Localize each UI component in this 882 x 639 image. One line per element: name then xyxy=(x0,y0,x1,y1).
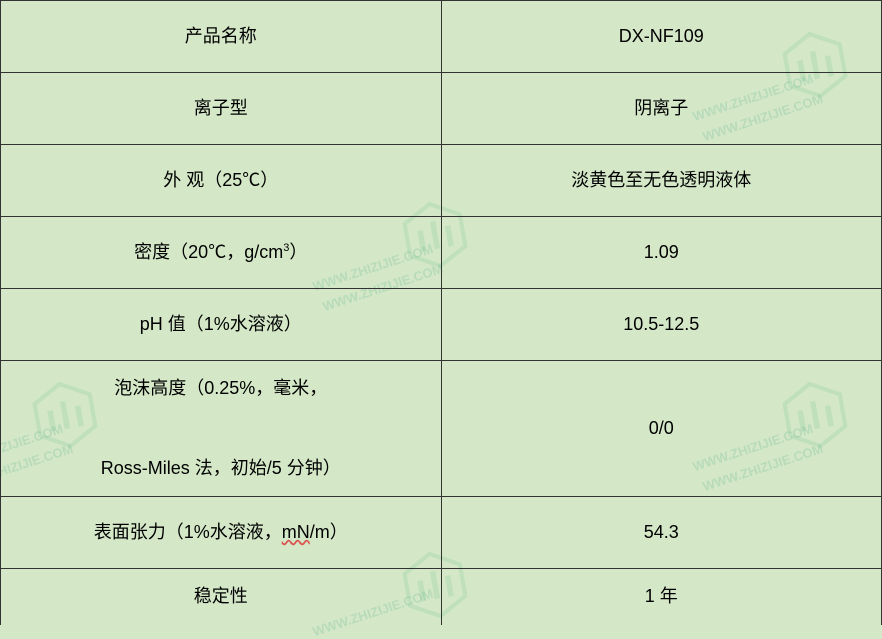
property-value: 54.3 xyxy=(441,497,882,569)
table-row: 密度（20℃，g/cm3）1.09 xyxy=(1,217,882,289)
property-label: 密度（20℃，g/cm3） xyxy=(1,217,442,289)
spec-table: 产品名称DX-NF109离子型阴离子外 观（25℃）淡黄色至无色透明液体密度（2… xyxy=(0,0,882,625)
property-label: pH 值（1%水溶液） xyxy=(1,289,442,361)
property-label: 表面张力（1%水溶液，mN/m） xyxy=(1,497,442,569)
property-value: 0/0 xyxy=(441,361,882,497)
spec-table-body: 产品名称DX-NF109离子型阴离子外 观（25℃）淡黄色至无色透明液体密度（2… xyxy=(1,1,882,626)
property-value: 1 年 xyxy=(441,569,882,625)
property-label: 泡沫高度（0.25%，毫米，Ross-Miles 法，初始/5 分钟） xyxy=(1,361,442,497)
property-label: 稳定性 xyxy=(1,569,442,625)
table-row: 表面张力（1%水溶液，mN/m）54.3 xyxy=(1,497,882,569)
table-row: pH 值（1%水溶液）10.5-12.5 xyxy=(1,289,882,361)
property-value: 1.09 xyxy=(441,217,882,289)
table-row: 离子型阴离子 xyxy=(1,73,882,145)
property-value: DX-NF109 xyxy=(441,1,882,73)
table-row: 外 观（25℃）淡黄色至无色透明液体 xyxy=(1,145,882,217)
table-row: 产品名称DX-NF109 xyxy=(1,1,882,73)
property-label: 产品名称 xyxy=(1,1,442,73)
property-label: 外 观（25℃） xyxy=(1,145,442,217)
property-value: 淡黄色至无色透明液体 xyxy=(441,145,882,217)
table-row: 泡沫高度（0.25%，毫米，Ross-Miles 法，初始/5 分钟）0/0 xyxy=(1,361,882,497)
property-value: 10.5-12.5 xyxy=(441,289,882,361)
property-value: 阴离子 xyxy=(441,73,882,145)
table-row: 稳定性1 年 xyxy=(1,569,882,625)
property-label: 离子型 xyxy=(1,73,442,145)
